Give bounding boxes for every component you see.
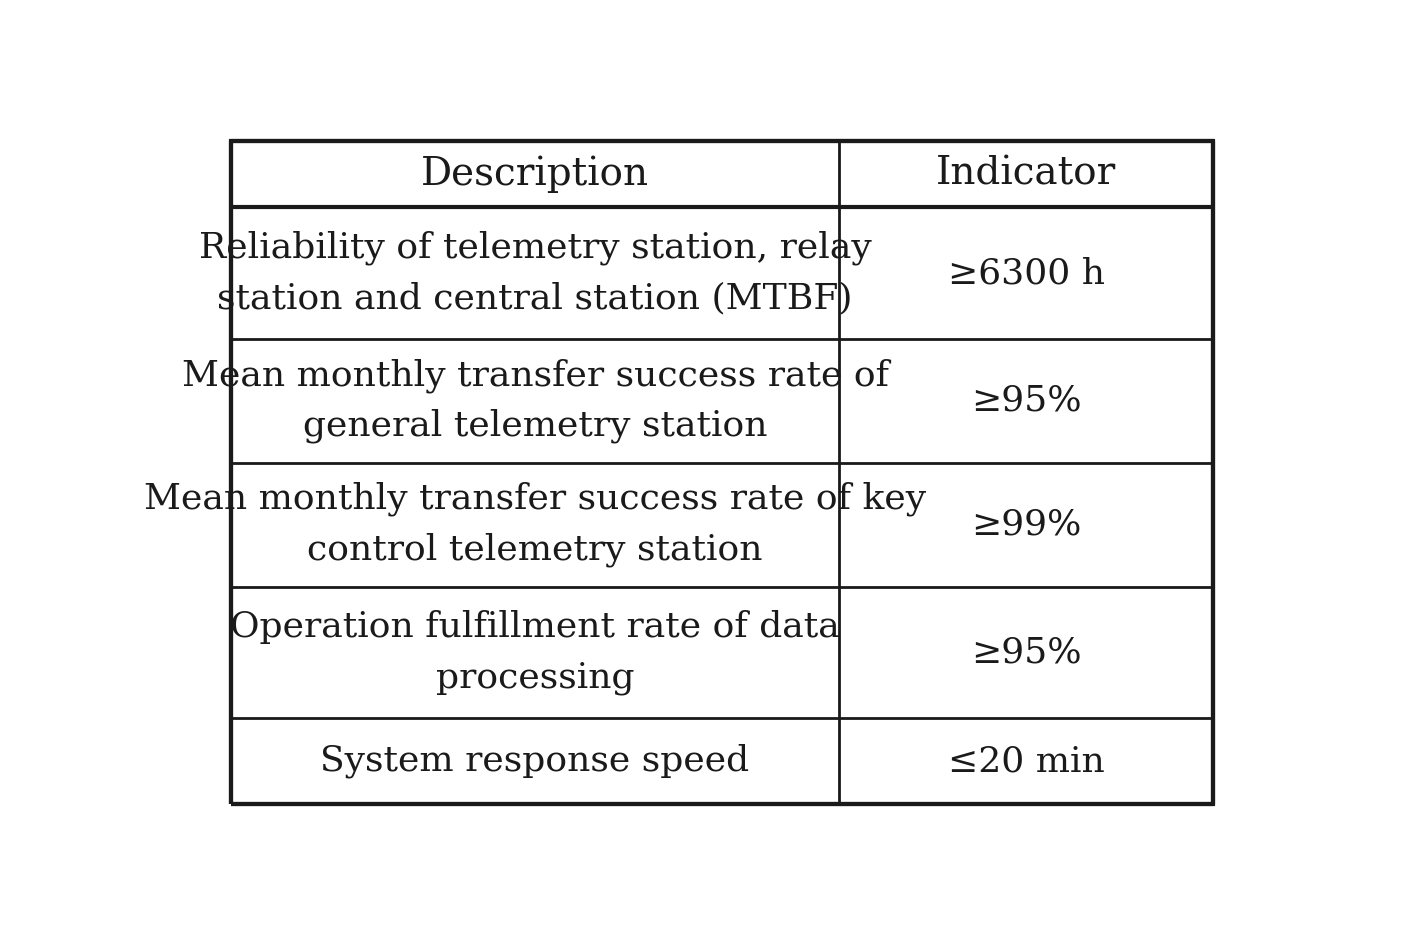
Text: ≥95%: ≥95% xyxy=(970,636,1081,669)
Text: ≥95%: ≥95% xyxy=(970,384,1081,417)
Text: ≥6300 h: ≥6300 h xyxy=(948,256,1104,290)
Text: ≥99%: ≥99% xyxy=(972,507,1081,542)
Text: ≤20 min: ≤20 min xyxy=(948,744,1104,778)
Text: Description: Description xyxy=(421,155,649,193)
Text: System response speed: System response speed xyxy=(321,744,749,779)
Text: Indicator: Indicator xyxy=(936,155,1117,193)
Text: Mean monthly transfer success rate of key
control telemetry station: Mean monthly transfer success rate of ke… xyxy=(144,482,926,567)
Text: Operation fulfillment rate of data
processing: Operation fulfillment rate of data proce… xyxy=(230,610,841,695)
Text: Reliability of telemetry station, relay
station and central station (MTBF): Reliability of telemetry station, relay … xyxy=(199,231,872,315)
Text: Mean monthly transfer success rate of
general telemetry station: Mean monthly transfer success rate of ge… xyxy=(182,358,888,444)
